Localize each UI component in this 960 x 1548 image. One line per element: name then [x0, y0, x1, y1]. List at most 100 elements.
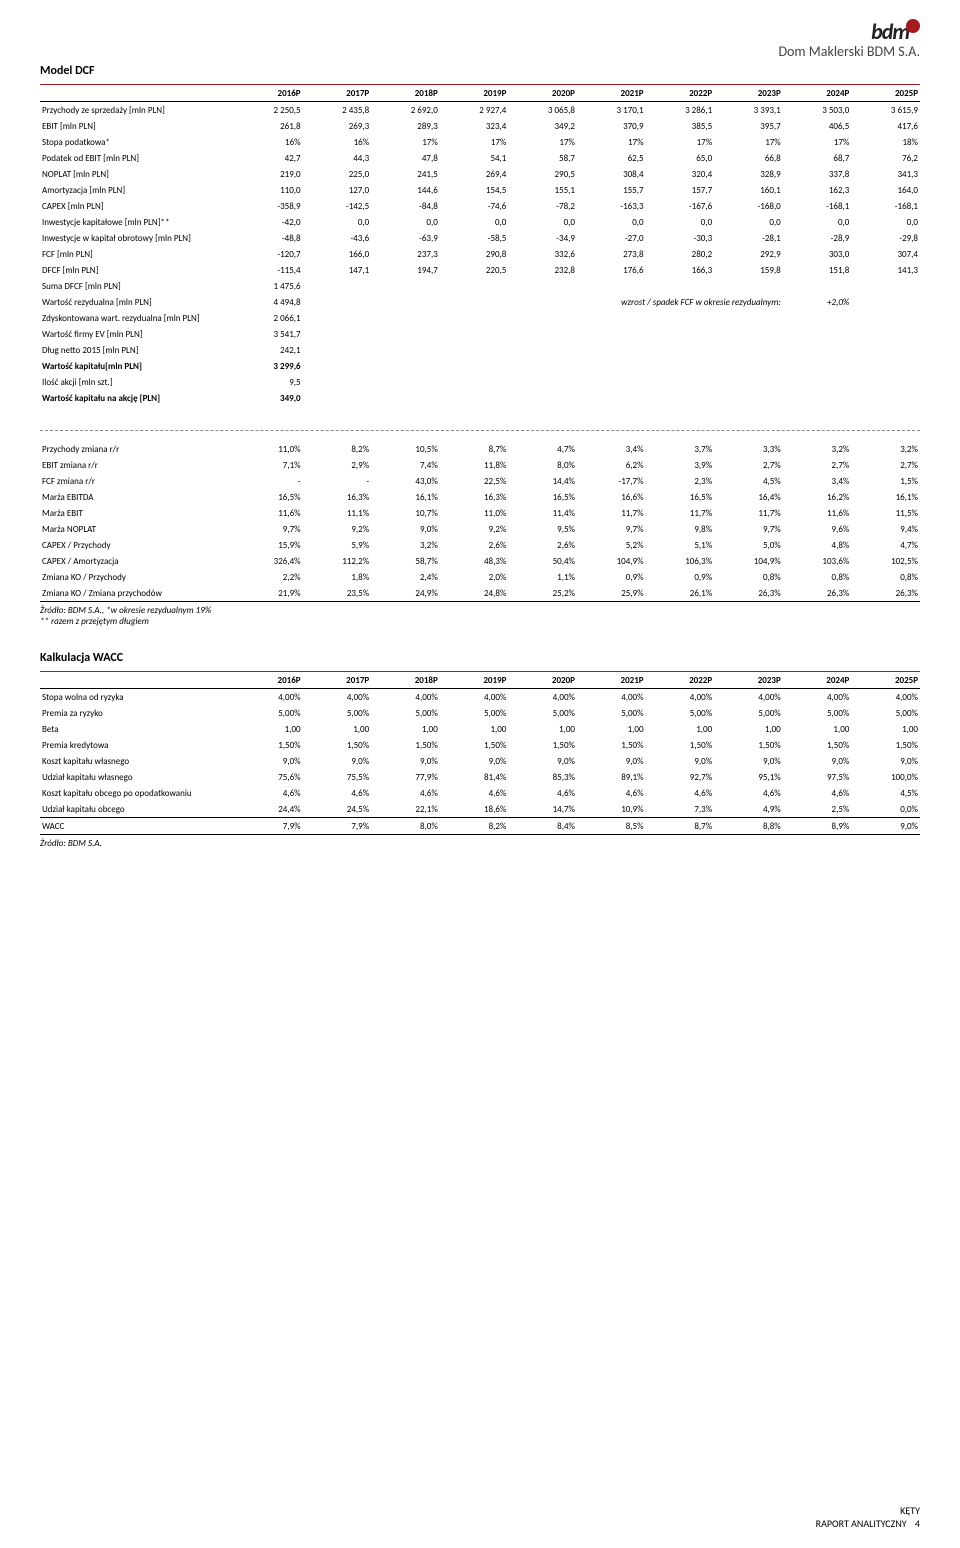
cell-value: 328,9 — [714, 166, 783, 182]
residual-note: wzrost / spadek FCF w okresie rezydualny… — [303, 294, 783, 310]
cell-value: 42,7 — [234, 150, 303, 166]
cell-value: 112,2% — [303, 553, 372, 569]
cell-value: 3 065,8 — [508, 102, 577, 119]
cell-value: 1,50% — [714, 737, 783, 753]
cell-value: 4,00% — [440, 689, 509, 706]
row-label: Przychody ze sprzedaży [mln PLN] — [40, 102, 234, 119]
cell-value: 0,0 — [577, 214, 646, 230]
table-wacc: 2016P 2017P 2018P 2019P 2020P 2021P 2022… — [40, 672, 920, 835]
table-row: Amortyzacja [mln PLN]110,0127,0144,6154,… — [40, 182, 920, 198]
cell-value: - — [234, 473, 303, 489]
col-label — [40, 672, 234, 689]
cell-value: 62,5 — [577, 150, 646, 166]
col-year: 2022P — [646, 672, 715, 689]
cell-value: 166,0 — [303, 246, 372, 262]
cell-value: 8,8% — [714, 818, 783, 835]
cell-value: 10,9% — [577, 801, 646, 818]
cell-value: -115,4 — [234, 262, 303, 278]
cell-value: 75,6% — [234, 769, 303, 785]
logo-dot-icon — [906, 19, 920, 33]
cell-value: 2,9% — [303, 457, 372, 473]
cell-value: 127,0 — [303, 182, 372, 198]
cell-value: 7,4% — [371, 457, 440, 473]
cell-value: 164,0 — [851, 182, 920, 198]
table-row: Inwestycje w kapitał obrotowy [mln PLN]-… — [40, 230, 920, 246]
cell-value: 1,00 — [234, 721, 303, 737]
cell-value: 269,4 — [440, 166, 509, 182]
col-year: 2023P — [714, 85, 783, 102]
cell-value: 2,4% — [371, 569, 440, 585]
cell-value: 65,0 — [646, 150, 715, 166]
cell-value: 4,6% — [714, 785, 783, 801]
row-label: Wartość kapitału[mln PLN] — [40, 358, 234, 374]
table-row: CAPEX / Amortyzacja326,4%112,2%58,7%48,3… — [40, 553, 920, 569]
cell-value: 3 170,1 — [577, 102, 646, 119]
cell-value: 307,4 — [851, 246, 920, 262]
cell-value: 3 615,9 — [851, 102, 920, 119]
section-title-wacc: Kalkulacja WACC — [40, 651, 920, 665]
cell-value: 103,6% — [783, 553, 852, 569]
cell-value: 3,2% — [783, 441, 852, 457]
cell-value: 5,00% — [714, 705, 783, 721]
cell-value: 308,4 — [577, 166, 646, 182]
cell-value: 269,3 — [303, 118, 372, 134]
cell-value: 0,0 — [303, 214, 372, 230]
row-label: Wartość firmy EV [mln PLN] — [40, 326, 234, 342]
footnote-source: Źródło: BDM S.A., *w okresie rezydualnym… — [40, 605, 920, 627]
table-row: Stopa podatkowa*16%16%17%17%17%17%17%17%… — [40, 134, 920, 150]
cell-value: 4,00% — [714, 689, 783, 706]
table-row: Beta1,001,001,001,001,001,001,001,001,00… — [40, 721, 920, 737]
row-label: DFCF [mln PLN] — [40, 262, 234, 278]
cell-value: 5,9% — [303, 537, 372, 553]
cell-value: 81,4% — [440, 769, 509, 785]
cell-value: 17% — [440, 134, 509, 150]
cell-value: 4,00% — [783, 689, 852, 706]
logo: bdm Dom Maklerski BDM S.A. — [778, 18, 920, 60]
cell-value: 5,00% — [303, 705, 372, 721]
table-model-dcf: 2016P 2017P 2018P 2019P 2020P 2021P 2022… — [40, 85, 920, 406]
cell-value: 11,7% — [714, 505, 783, 521]
cell-value: 2,7% — [783, 457, 852, 473]
cell-value: 5,00% — [508, 705, 577, 721]
table-row: Dług netto 2015 [mln PLN]242,1 — [40, 342, 920, 358]
row-label: Wartość rezydualna [mln PLN] — [40, 294, 234, 310]
cell-value: 0,0 — [508, 214, 577, 230]
cell-value: 14,7% — [508, 801, 577, 818]
cell-value: 1,00 — [577, 721, 646, 737]
cell-value: 162,3 — [783, 182, 852, 198]
cell-value: 25,2% — [508, 585, 577, 602]
row-label: Dług netto 2015 [mln PLN] — [40, 342, 234, 358]
cell-value: 0,8% — [851, 569, 920, 585]
cell-value: 2,3% — [646, 473, 715, 489]
cell-value: 0,0 — [851, 214, 920, 230]
cell-value: -84,8 — [371, 198, 440, 214]
cell-value: 2,2% — [234, 569, 303, 585]
cell-value: 9,0% — [303, 753, 372, 769]
cell-value: 4,6% — [646, 785, 715, 801]
cell-value: 9,0% — [783, 753, 852, 769]
cell-value: -358,9 — [234, 198, 303, 214]
page-footer: KĘTY RAPORT ANALITYCZNY 4 — [816, 1504, 920, 1530]
row-label: Stopa podatkowa* — [40, 134, 234, 150]
cell-value: 1,50% — [783, 737, 852, 753]
cell-value: 8,0% — [371, 818, 440, 835]
cell-value: 10,5% — [371, 441, 440, 457]
cell-value: -27,0 — [577, 230, 646, 246]
table-row: CAPEX / Przychody15,9%5,9%3,2%2,6%2,6%5,… — [40, 537, 920, 553]
cell-value: 220,5 — [440, 262, 509, 278]
logo-sub: Dom Maklerski BDM S.A. — [778, 43, 920, 60]
table-row: Suma DFCF [mln PLN]1 475,6 — [40, 278, 920, 294]
cell-value: 11,8% — [440, 457, 509, 473]
cell-value: 85,3% — [508, 769, 577, 785]
table-row: DFCF [mln PLN]-115,4147,1194,7220,5232,8… — [40, 262, 920, 278]
table-row: EBIT [mln PLN]261,8269,3289,3323,4349,23… — [40, 118, 920, 134]
row-label: FCF [mln PLN] — [40, 246, 234, 262]
cell-value: 3 299,6 — [234, 358, 303, 374]
cell-value: 26,3% — [714, 585, 783, 602]
cell-value: 11,4% — [508, 505, 577, 521]
cell-value: 16,4% — [714, 489, 783, 505]
cell-value: - — [303, 473, 372, 489]
cell-value: 341,3 — [851, 166, 920, 182]
cell-value: -142,5 — [303, 198, 372, 214]
cell-value: 4,6% — [371, 785, 440, 801]
